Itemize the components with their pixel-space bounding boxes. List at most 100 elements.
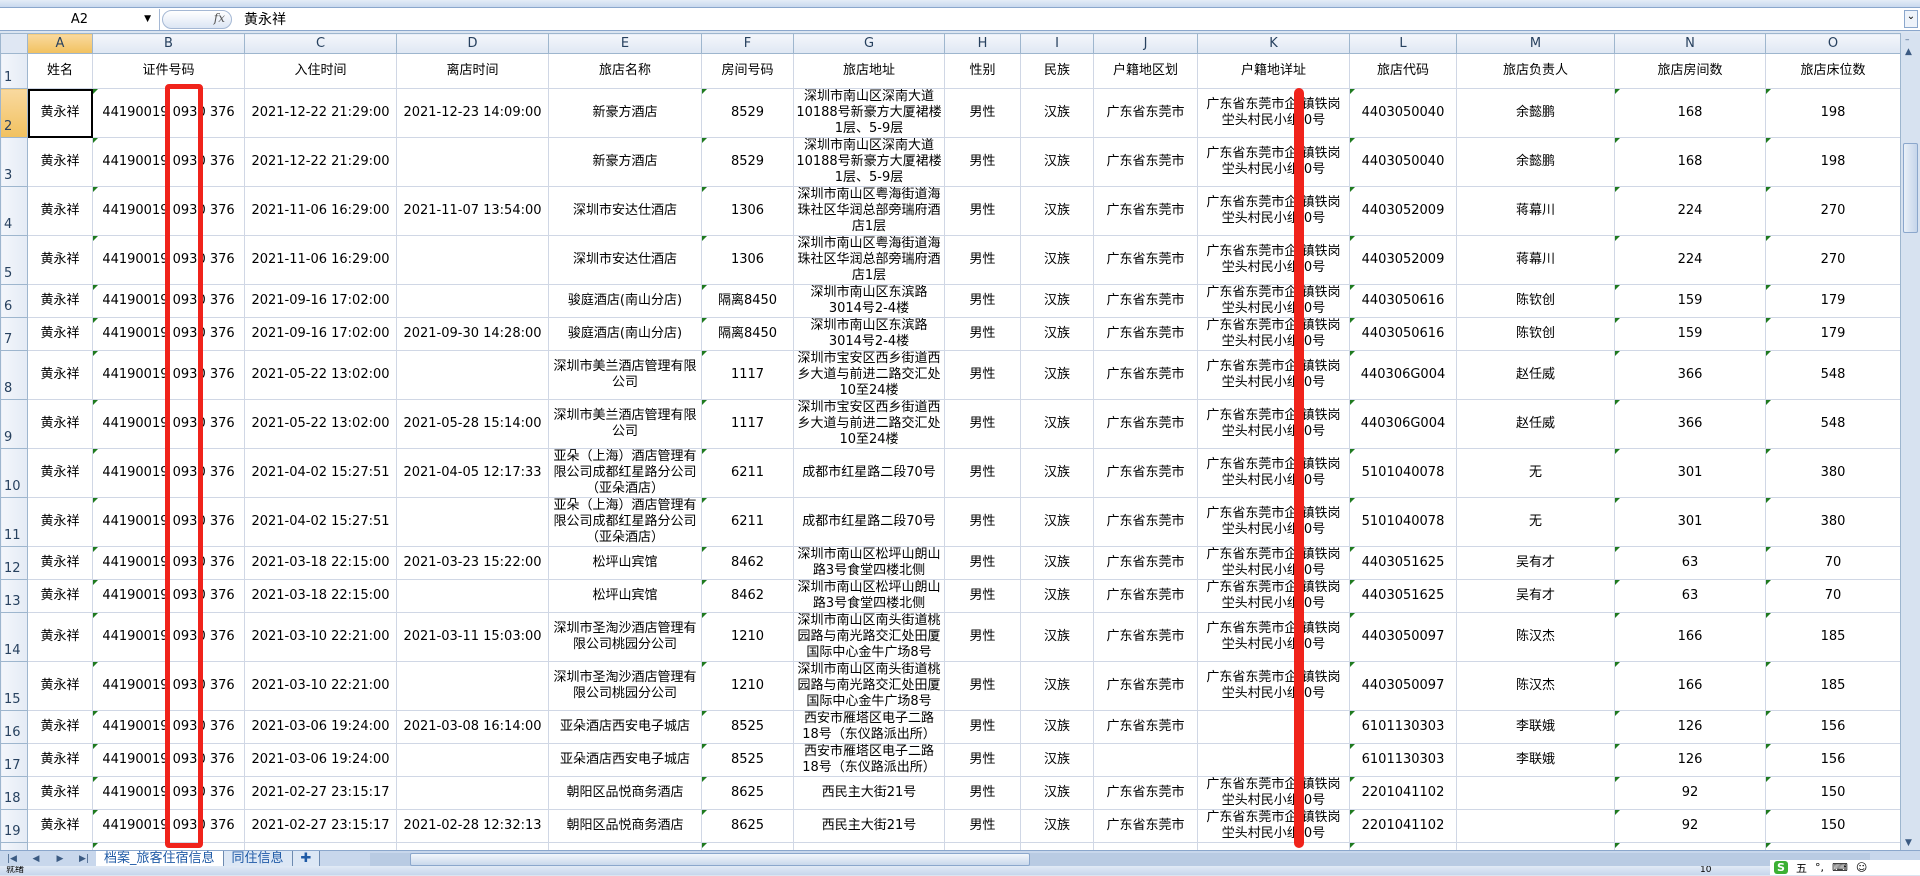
cell-K4[interactable]: 广东省东莞市企 镇铁岗坣头村民小组 0号 [1197,186,1350,236]
cell-C15[interactable]: 2021-03-10 22:21:00 [244,661,397,711]
row-header-16[interactable]: 16 [0,710,28,744]
cell-C14[interactable]: 2021-03-10 22:21:00 [244,612,397,662]
cell-J19[interactable]: 广东省东莞市 [1093,809,1198,843]
cell-A16[interactable]: 黄永祥 [27,710,93,744]
cell-L13[interactable]: 4403051625 [1349,579,1457,613]
scroll-down-icon[interactable]: ▼ [1905,838,1912,848]
cell-D14[interactable]: 2021-03-11 15:03:00 [396,612,549,662]
cell-I17[interactable]: 汉族 [1020,743,1094,777]
column-header-N[interactable]: N [1614,33,1766,54]
cell-J4[interactable]: 广东省东莞市 [1093,186,1198,236]
cell-C6[interactable]: 2021-09-16 17:02:00 [244,284,397,318]
name-box[interactable]: A2 ▼ [0,8,160,30]
cell-F11[interactable]: 6211 [701,497,794,547]
cell-N1[interactable]: 旅店房间数 [1614,53,1766,89]
cell-L1[interactable]: 旅店代码 [1349,53,1457,89]
column-header-K[interactable]: K [1197,33,1350,54]
keyboard-icon[interactable]: ⌨ [1831,861,1848,874]
cell-A5[interactable]: 黄永祥 [27,235,93,285]
cell-N8[interactable]: 366 [1614,350,1766,400]
ime-toolbar[interactable]: S 五 °, ⌨ ☺ [1770,860,1920,875]
cell-E2[interactable]: 新豪方酒店 [548,88,702,138]
cell-D6[interactable] [396,284,549,318]
column-header-C[interactable]: C [244,33,397,54]
cell-O10[interactable]: 380 [1765,448,1900,498]
row-header-12[interactable]: 12 [0,546,28,580]
cell-F3[interactable]: 8529 [701,137,794,187]
cell-D2[interactable]: 2021-12-23 14:09:00 [396,88,549,138]
cell-M6[interactable]: 陈钦创 [1456,284,1615,318]
cell-J16[interactable]: 广东省东莞市 [1093,710,1198,744]
cell-D5[interactable] [396,235,549,285]
cell-N11[interactable]: 301 [1614,497,1766,547]
cell-N16[interactable]: 126 [1614,710,1766,744]
cell-L17[interactable]: 6101130303 [1349,743,1457,777]
cell-O5[interactable]: 270 [1765,235,1900,285]
cell-L8[interactable]: 440306G004 [1349,350,1457,400]
cell-K19[interactable]: 广东省东莞市企 镇铁岗坣头村民小组 0号 [1197,809,1350,843]
cell-I20[interactable]: 汉族 [1020,842,1094,850]
cell-H12[interactable]: 男性 [944,546,1021,580]
cell-F10[interactable]: 6211 [701,448,794,498]
cell-I1[interactable]: 民族 [1020,53,1094,89]
spreadsheet-grid[interactable]: A B C D E F G H I J K L M N O 1 姓名 证件号码 入住时间 离店时间 旅店名称 房间号码 旅店… [0,33,1900,850]
row-header-2[interactable]: 2 [0,88,28,138]
cell-G1[interactable]: 旅店地址 [793,53,945,89]
cell-J9[interactable]: 广东省东莞市 [1093,399,1198,449]
cell-H9[interactable]: 男性 [944,399,1021,449]
cell-D15[interactable] [396,661,549,711]
cell-I2[interactable]: 汉族 [1020,88,1094,138]
cell-C2[interactable]: 2021-12-22 21:29:00 [244,88,397,138]
cell-M8[interactable]: 赵任威 [1456,350,1615,400]
cell-N20[interactable]: 101 [1614,842,1766,850]
cell-I5[interactable]: 汉族 [1020,235,1094,285]
cell-D12[interactable]: 2021-03-23 15:22:00 [396,546,549,580]
cell-G9[interactable]: 深圳市宝安区西乡街道西乡大道与前进二路交汇处10至24楼 [793,399,945,449]
cell-D4[interactable]: 2021-11-07 13:54:00 [396,186,549,236]
cell-G6[interactable]: 深圳市南山区东滨路3014号2-4楼 [793,284,945,318]
cell-M12[interactable]: 吴有才 [1456,546,1615,580]
cell-O17[interactable]: 156 [1765,743,1900,777]
cell-C19[interactable]: 2021-02-27 23:15:17 [244,809,397,843]
cell-N12[interactable]: 63 [1614,546,1766,580]
cell-G17[interactable]: 西安市雁塔区电子二路18号（东仪路派出所） [793,743,945,777]
cell-N2[interactable]: 168 [1614,88,1766,138]
cell-M18[interactable] [1456,776,1615,810]
cell-K8[interactable]: 广东省东莞市企 镇铁岗坣头村民小组 0号 [1197,350,1350,400]
cell-D13[interactable] [396,579,549,613]
cell-N17[interactable]: 126 [1614,743,1766,777]
cell-D16[interactable]: 2021-03-08 16:14:00 [396,710,549,744]
cell-G20[interactable]: 宿迁市宿城区古城街道办公大楼（地上北一层、地 [793,842,945,850]
cell-E16[interactable]: 亚朵酒店西安电子城店 [548,710,702,744]
cell-I7[interactable]: 汉族 [1020,317,1094,351]
cell-N18[interactable]: 92 [1614,776,1766,810]
cell-E15[interactable]: 深圳市圣淘沙酒店管理有限公司桃园分公司 [548,661,702,711]
cell-L2[interactable]: 4403050040 [1349,88,1457,138]
cell-J6[interactable]: 广东省东莞市 [1093,284,1198,318]
cell-G7[interactable]: 深圳市南山区东滨路3014号2-4楼 [793,317,945,351]
cell-A19[interactable]: 黄永祥 [27,809,93,843]
cell-E5[interactable]: 深圳市安达仕酒店 [548,235,702,285]
row-header-17[interactable]: 17 [0,743,28,777]
cell-A3[interactable]: 黄永祥 [27,137,93,187]
first-sheet-icon[interactable]: |◀ [7,853,17,864]
cell-L7[interactable]: 4403050616 [1349,317,1457,351]
cell-A7[interactable]: 黄永祥 [27,317,93,351]
cell-D19[interactable]: 2021-02-28 12:32:13 [396,809,549,843]
cell-F7[interactable]: 隔离8450 [701,317,794,351]
cell-E20[interactable]: 维也纳(智好) [548,842,702,850]
cell-O6[interactable]: 179 [1765,284,1900,318]
cell-E17[interactable]: 亚朵酒店西安电子城店 [548,743,702,777]
cell-O12[interactable]: 70 [1765,546,1900,580]
cell-M4[interactable]: 蒋幕川 [1456,186,1615,236]
cell-A9[interactable]: 黄永祥 [27,399,93,449]
cell-H19[interactable]: 男性 [944,809,1021,843]
cell-J14[interactable]: 广东省东莞市 [1093,612,1198,662]
user-icon[interactable]: ☺ [1855,861,1868,874]
cell-L4[interactable]: 4403052009 [1349,186,1457,236]
cell-M17[interactable]: 李联娥 [1456,743,1615,777]
cell-E1[interactable]: 旅店名称 [548,53,702,89]
cell-M7[interactable]: 陈钦创 [1456,317,1615,351]
cell-H11[interactable]: 男性 [944,497,1021,547]
cell-J11[interactable]: 广东省东莞市 [1093,497,1198,547]
